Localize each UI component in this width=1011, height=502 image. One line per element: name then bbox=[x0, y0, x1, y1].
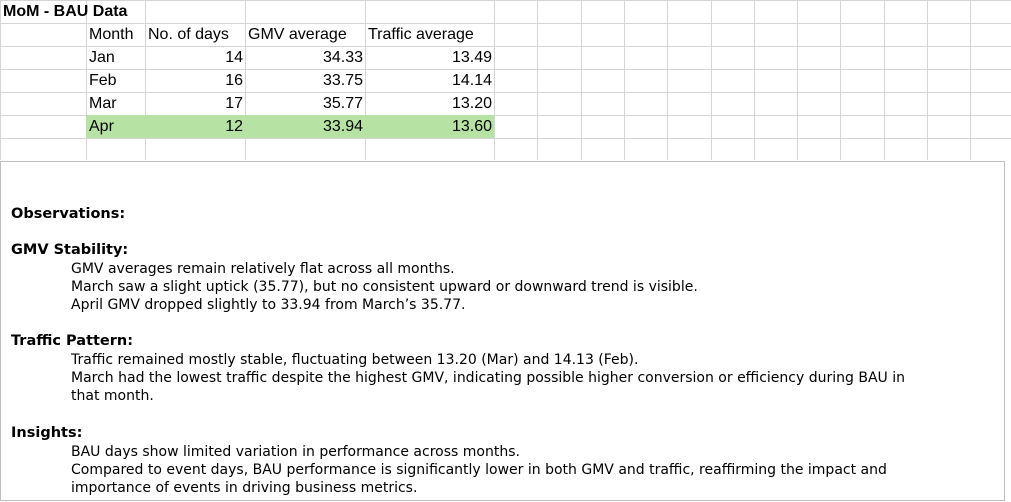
observation-line: March saw a slight uptick (35.77), but n… bbox=[71, 279, 698, 295]
column-divider bbox=[624, 0, 625, 160]
observations-textbox[interactable]: Observations: GMV Stability: GMV average… bbox=[0, 161, 1005, 501]
observation-line: March had the lowest traffic despite the… bbox=[71, 370, 905, 386]
column-divider bbox=[365, 0, 366, 160]
cell-gmv-highlighted[interactable]: 33.94 bbox=[245, 115, 365, 138]
cell-month[interactable]: Mar bbox=[89, 95, 117, 112]
header-days[interactable]: No. of days bbox=[148, 26, 229, 43]
observation-line: Compared to event days, BAU performance … bbox=[71, 462, 887, 478]
cell-traffic[interactable]: 13.49 bbox=[451, 49, 492, 66]
cell-traffic[interactable]: 14.14 bbox=[451, 72, 492, 89]
observation-line: GMV averages remain relatively flat acro… bbox=[71, 261, 455, 277]
section-title-insights: Insights: bbox=[11, 425, 83, 441]
observations-heading: Observations: bbox=[11, 206, 126, 222]
header-gmv[interactable]: GMV average bbox=[248, 26, 347, 43]
column-divider bbox=[494, 0, 495, 160]
cell-days-highlighted[interactable]: 12 bbox=[145, 115, 245, 138]
column-divider bbox=[711, 0, 712, 160]
column-divider bbox=[581, 0, 582, 160]
column-divider bbox=[86, 0, 87, 160]
column-divider bbox=[667, 0, 668, 160]
observation-line: April GMV dropped slightly to 33.94 from… bbox=[71, 297, 466, 313]
cell-gmv[interactable]: 35.77 bbox=[322, 95, 363, 112]
cell-traffic[interactable]: 13.20 bbox=[451, 95, 492, 112]
column-divider bbox=[840, 0, 841, 160]
column-divider bbox=[537, 0, 538, 160]
cell-traffic-highlighted[interactable]: 13.60 bbox=[365, 115, 494, 138]
column-divider bbox=[145, 0, 146, 160]
cell-days[interactable]: 16 bbox=[225, 72, 243, 89]
observation-line: importance of events in driving business… bbox=[71, 480, 418, 496]
header-month[interactable]: Month bbox=[89, 26, 134, 43]
column-divider bbox=[754, 0, 755, 160]
column-divider bbox=[245, 0, 246, 160]
cell-gmv[interactable]: 33.75 bbox=[322, 72, 363, 89]
observation-line: BAU days show limited variation in perfo… bbox=[71, 444, 520, 460]
cell-month[interactable]: Jan bbox=[89, 49, 115, 66]
cell-gmv[interactable]: 34.33 bbox=[322, 49, 363, 66]
cell-month-highlighted[interactable]: Apr bbox=[86, 115, 145, 138]
column-divider bbox=[927, 0, 928, 160]
column-divider bbox=[797, 0, 798, 160]
cell-month[interactable]: Feb bbox=[89, 72, 117, 89]
cell-days[interactable]: 17 bbox=[225, 95, 243, 112]
column-divider bbox=[970, 0, 971, 160]
header-traffic[interactable]: Traffic average bbox=[368, 26, 474, 43]
column-divider bbox=[884, 0, 885, 160]
section-title-traffic-pattern: Traffic Pattern: bbox=[11, 333, 134, 349]
section-title-gmv-stability: GMV Stability: bbox=[11, 242, 129, 258]
cell-days[interactable]: 14 bbox=[225, 49, 243, 66]
observation-line: that month. bbox=[71, 388, 154, 404]
sheet-title[interactable]: MoM - BAU Data bbox=[3, 3, 128, 20]
observation-line: Traffic remained mostly stable, fluctuat… bbox=[71, 352, 639, 368]
